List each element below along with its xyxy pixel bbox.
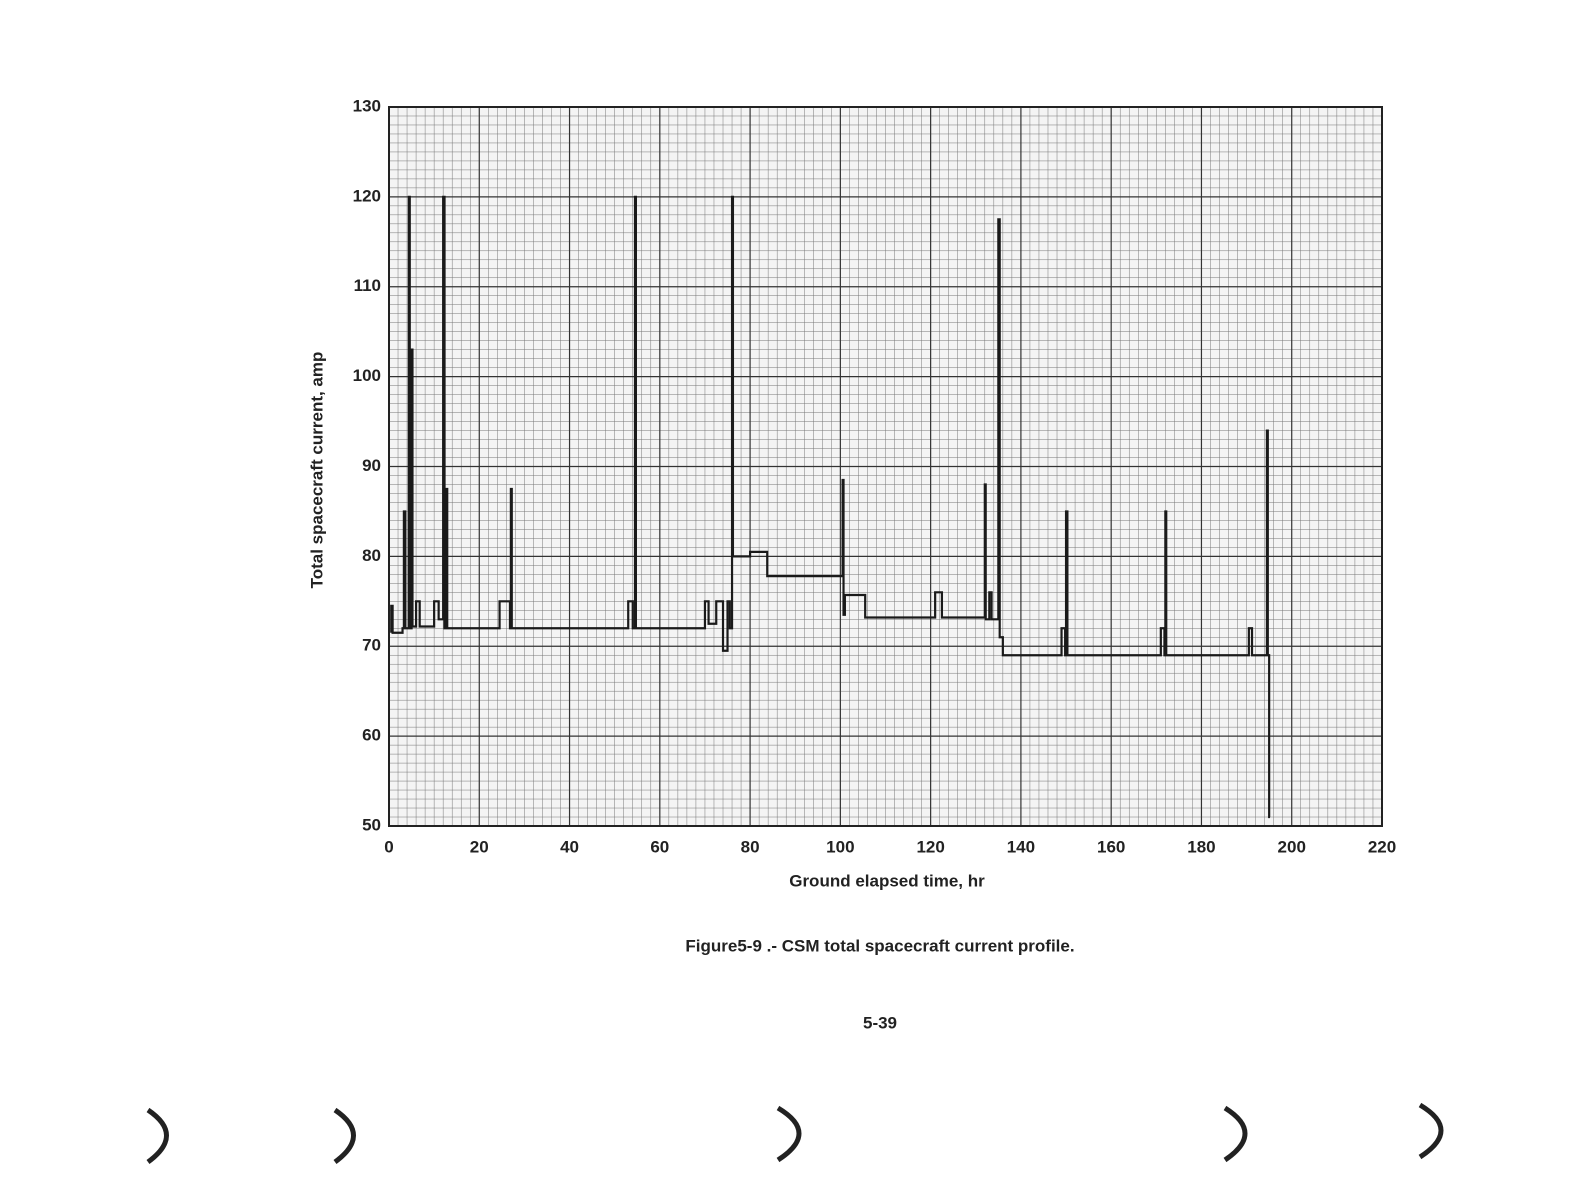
y-tick-label: 100: [353, 366, 381, 385]
x-tick-label: 160: [1097, 837, 1125, 856]
x-tick-label: 100: [826, 837, 854, 856]
x-tick-label: 60: [650, 837, 669, 856]
x-tick-label: 80: [741, 837, 760, 856]
data-line: [390, 195, 1271, 819]
page-number: 5-39: [863, 1013, 897, 1032]
plot-frame: [388, 106, 1383, 827]
x-tick-label: 140: [1007, 837, 1035, 856]
x-tick-label: 20: [470, 837, 489, 856]
y-tick-label: 120: [353, 186, 381, 205]
x-tick-label: 200: [1278, 837, 1306, 856]
y-tick-label: 130: [353, 96, 381, 115]
y-tick-label: 90: [362, 456, 381, 475]
x-axis-label: Ground elapsed time, hr: [789, 871, 985, 890]
y-axis-label: Total spacecraft current, amp: [307, 352, 326, 589]
y-tick-label: 70: [362, 636, 381, 655]
caption: Figure5-9 .- CSM total spacecraft curren…: [685, 936, 1074, 955]
x-tick-label: 180: [1187, 837, 1215, 856]
y-tick-label: 80: [362, 546, 381, 565]
y-tick-label: 60: [362, 726, 381, 745]
x-tick-label: 220: [1368, 837, 1396, 856]
punch-holes: [146, 1102, 1444, 1165]
y-tick-label: 110: [354, 276, 381, 295]
x-tick-label: 40: [560, 837, 579, 856]
x-tick-label: 120: [916, 837, 944, 856]
x-tick-label: 0: [384, 837, 393, 856]
y-tick-label: 50: [362, 815, 381, 834]
